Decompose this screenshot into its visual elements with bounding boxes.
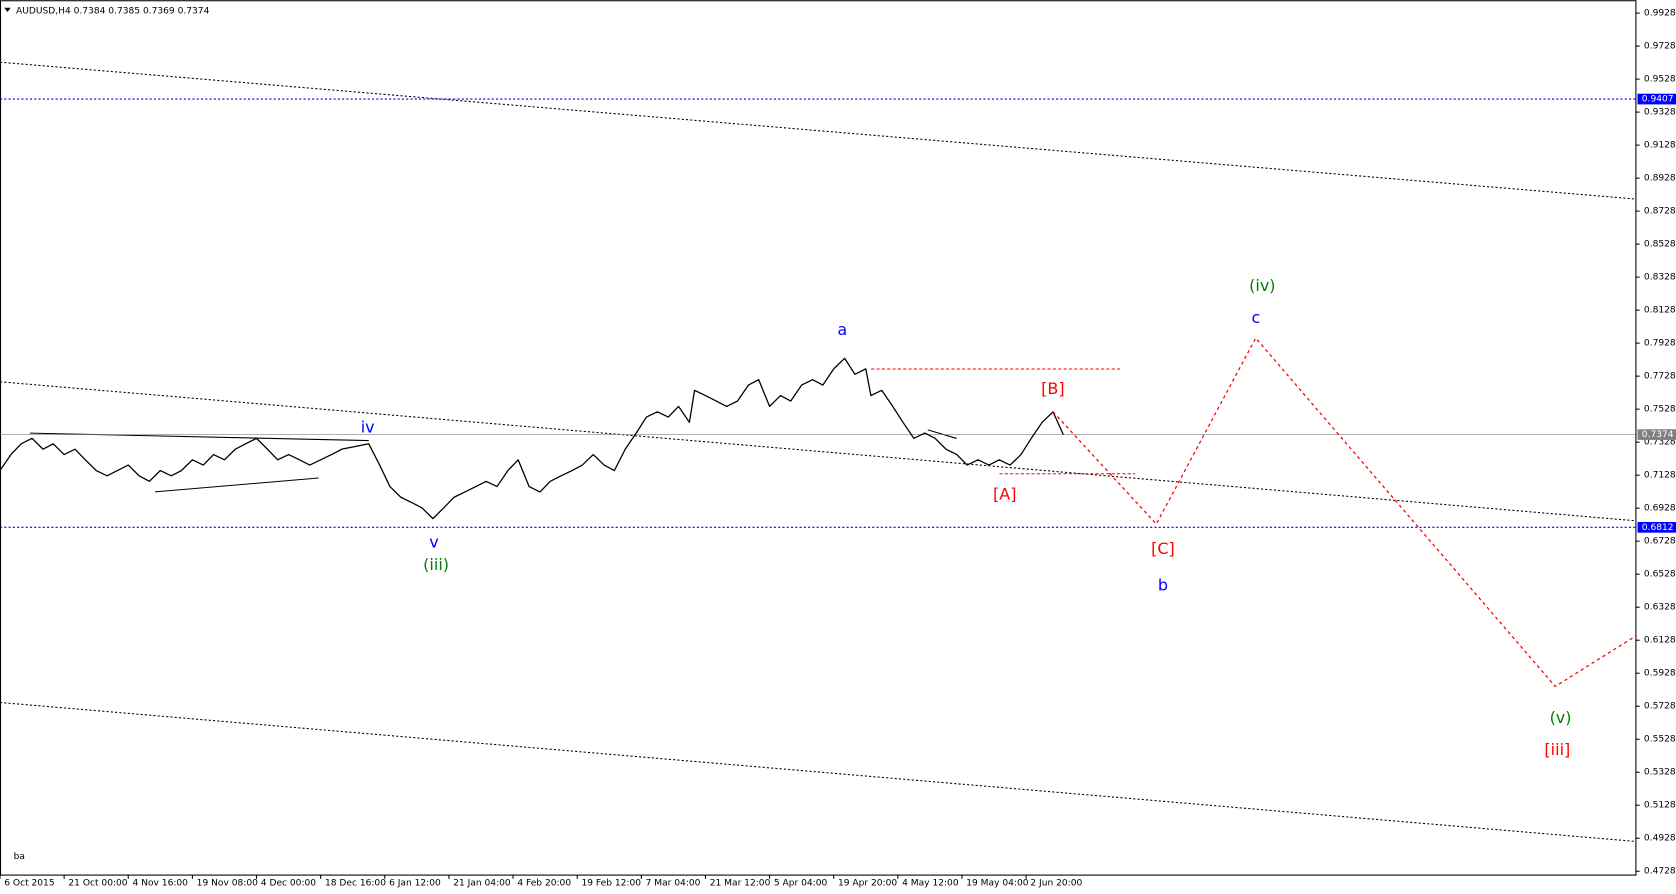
y-tick-label: 0.9128 <box>1644 141 1676 151</box>
x-tick-label: 19 Nov 08:00 <box>197 879 258 889</box>
wave-label: v <box>429 533 438 552</box>
level-label: 0.7374 <box>1642 430 1674 440</box>
y-tick-label: 0.7128 <box>1644 471 1676 481</box>
level-label-box <box>1637 429 1676 440</box>
y-tick-label: 0.4928 <box>1644 834 1676 844</box>
y-tick-label: 0.9328 <box>1644 108 1676 118</box>
y-tick-label: 0.8128 <box>1644 306 1676 316</box>
y-tick-label: 0.8928 <box>1644 174 1676 184</box>
wave-label: ba <box>14 852 25 862</box>
level-label: 0.9407 <box>1642 95 1674 105</box>
y-tick-label: 0.7528 <box>1644 405 1676 415</box>
y-tick-label: 0.6128 <box>1644 636 1676 646</box>
trend-line <box>927 429 957 439</box>
y-tick-label: 0.6728 <box>1644 537 1676 547</box>
x-tick-label: 21 Oct 00:00 <box>68 879 127 889</box>
y-tick-label: 0.5128 <box>1644 801 1676 811</box>
y-tick-label: 0.7328 <box>1644 438 1676 448</box>
price-line <box>0 357 1064 520</box>
y-tick-label: 0.7928 <box>1644 339 1676 349</box>
y-tick-label: 0.6528 <box>1644 570 1676 580</box>
y-tick-label: 0.9728 <box>1644 42 1676 52</box>
x-tick-label: 21 Jan 04:00 <box>453 879 511 889</box>
wave-label: c <box>1252 308 1261 327</box>
y-tick-label: 0.8728 <box>1644 207 1676 217</box>
y-tick-label: 0.7728 <box>1644 372 1676 382</box>
y-tick-label: 0.8528 <box>1644 240 1676 250</box>
wave-label: (v) <box>1550 708 1572 727</box>
chart-title: AUDUSD,H4 0.7384 0.7385 0.7369 0.7374 <box>16 6 210 16</box>
projection-line <box>1052 337 1636 688</box>
y-tick-label: 0.8328 <box>1644 273 1676 283</box>
wave-label: a <box>837 320 847 339</box>
level-label-box <box>1637 521 1676 533</box>
x-tick-label: 5 Apr 04:00 <box>774 879 828 889</box>
y-tick-label: 0.9528 <box>1644 75 1676 85</box>
x-tick-label: 4 Feb 20:00 <box>517 879 571 889</box>
x-tick-label: 21 Mar 12:00 <box>710 879 771 889</box>
x-tick-label: 4 Nov 16:00 <box>133 879 189 889</box>
x-tick-label: 4 May 12:00 <box>902 879 959 889</box>
triangle-line <box>154 477 319 493</box>
wave-label: [C] <box>1151 539 1175 558</box>
x-tick-label: 2 Jun 20:00 <box>1030 879 1082 889</box>
x-tick-label: 19 May 04:00 <box>966 879 1028 889</box>
wave-label: b <box>1158 575 1168 594</box>
y-tick-label: 0.5728 <box>1644 702 1676 712</box>
x-tick-label: 19 Apr 20:00 <box>838 879 897 889</box>
wave-label: [iii] <box>1544 740 1570 759</box>
x-tick-label: 6 Jan 12:00 <box>389 879 441 889</box>
x-tick-label: 18 Dec 16:00 <box>325 879 386 889</box>
y-tick-label: 0.9928 <box>1644 9 1676 19</box>
y-tick-label: 0.6328 <box>1644 603 1676 613</box>
y-tick-label: 0.4728 <box>1644 867 1676 877</box>
wave-label: (iv) <box>1249 276 1275 295</box>
y-tick-label: 0.6928 <box>1644 504 1676 514</box>
y-tick-label: 0.5328 <box>1644 768 1676 778</box>
wave-label: [A] <box>993 485 1016 504</box>
y-tick-label: 0.5928 <box>1644 669 1676 679</box>
plot-frame <box>0 0 1637 876</box>
x-tick-label: 19 Feb 12:00 <box>581 879 641 889</box>
x-tick-label: 4 Dec 00:00 <box>261 879 316 889</box>
y-tick-label: 0.5528 <box>1644 735 1676 745</box>
level-label: 0.6812 <box>1642 523 1674 533</box>
wave-label: [B] <box>1041 379 1064 398</box>
level-label-box <box>1637 93 1676 105</box>
wave-label: (iii) <box>423 555 449 574</box>
x-tick-label: 7 Mar 04:00 <box>646 879 701 889</box>
x-tick-label: 6 Oct 2015 <box>4 879 54 889</box>
wave-label: iv <box>361 417 375 436</box>
title-marker <box>4 7 11 12</box>
